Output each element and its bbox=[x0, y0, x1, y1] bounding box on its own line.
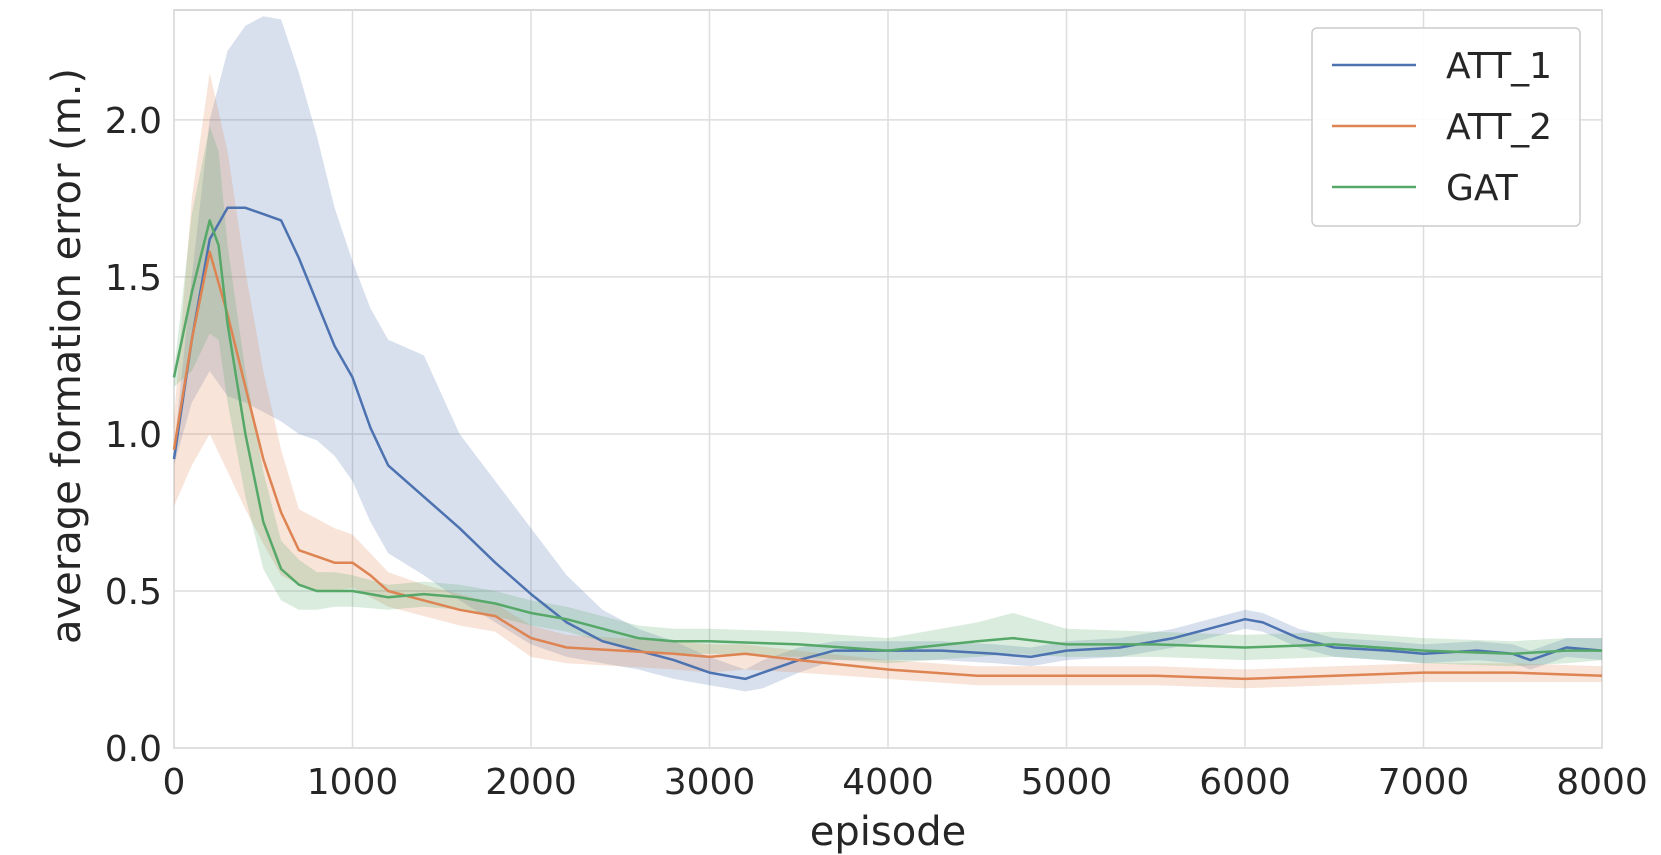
x-tick-label: 6000 bbox=[1199, 762, 1291, 803]
series-line-att-1 bbox=[172, 206, 1603, 681]
x-tick-label: 5000 bbox=[1021, 762, 1113, 803]
y-tick-label: 0.0 bbox=[105, 729, 162, 770]
series-line-gat bbox=[172, 219, 1602, 656]
x-tick-labels: 0 1000 2000 3000 4000 5000 6000 7000 8000 bbox=[163, 762, 1648, 803]
y-tick-label: 1.0 bbox=[105, 415, 162, 456]
x-tick-label: 0 bbox=[163, 762, 186, 803]
x-tick-label: 7000 bbox=[1378, 762, 1470, 803]
legend-label-gat: GAT bbox=[1446, 168, 1519, 209]
x-tick-label: 8000 bbox=[1556, 762, 1648, 803]
legend-box bbox=[1311, 27, 1581, 227]
x-tick-label: 1000 bbox=[307, 762, 399, 803]
x-tick-label: 4000 bbox=[842, 762, 934, 803]
y-tick-label: 1.5 bbox=[105, 258, 162, 299]
series-lines bbox=[172, 206, 1603, 681]
y-tick-label: 2.0 bbox=[105, 101, 162, 142]
x-axis-label: episode bbox=[810, 809, 966, 855]
y-axis-label: average formation error (m.) bbox=[44, 68, 90, 644]
y-tick-label: 0.5 bbox=[105, 572, 162, 613]
x-tick-label: 3000 bbox=[664, 762, 756, 803]
legend-label-att-1: ATT_1 bbox=[1446, 46, 1552, 87]
legend-label-att-2: ATT_2 bbox=[1446, 107, 1552, 148]
series-line-att-2 bbox=[172, 250, 1603, 681]
x-tick-label: 2000 bbox=[485, 762, 577, 803]
legend: ATT_1 ATT_2 GAT bbox=[1311, 27, 1581, 227]
y-tick-labels: 0.0 0.5 1.0 1.5 2.0 bbox=[105, 101, 162, 770]
